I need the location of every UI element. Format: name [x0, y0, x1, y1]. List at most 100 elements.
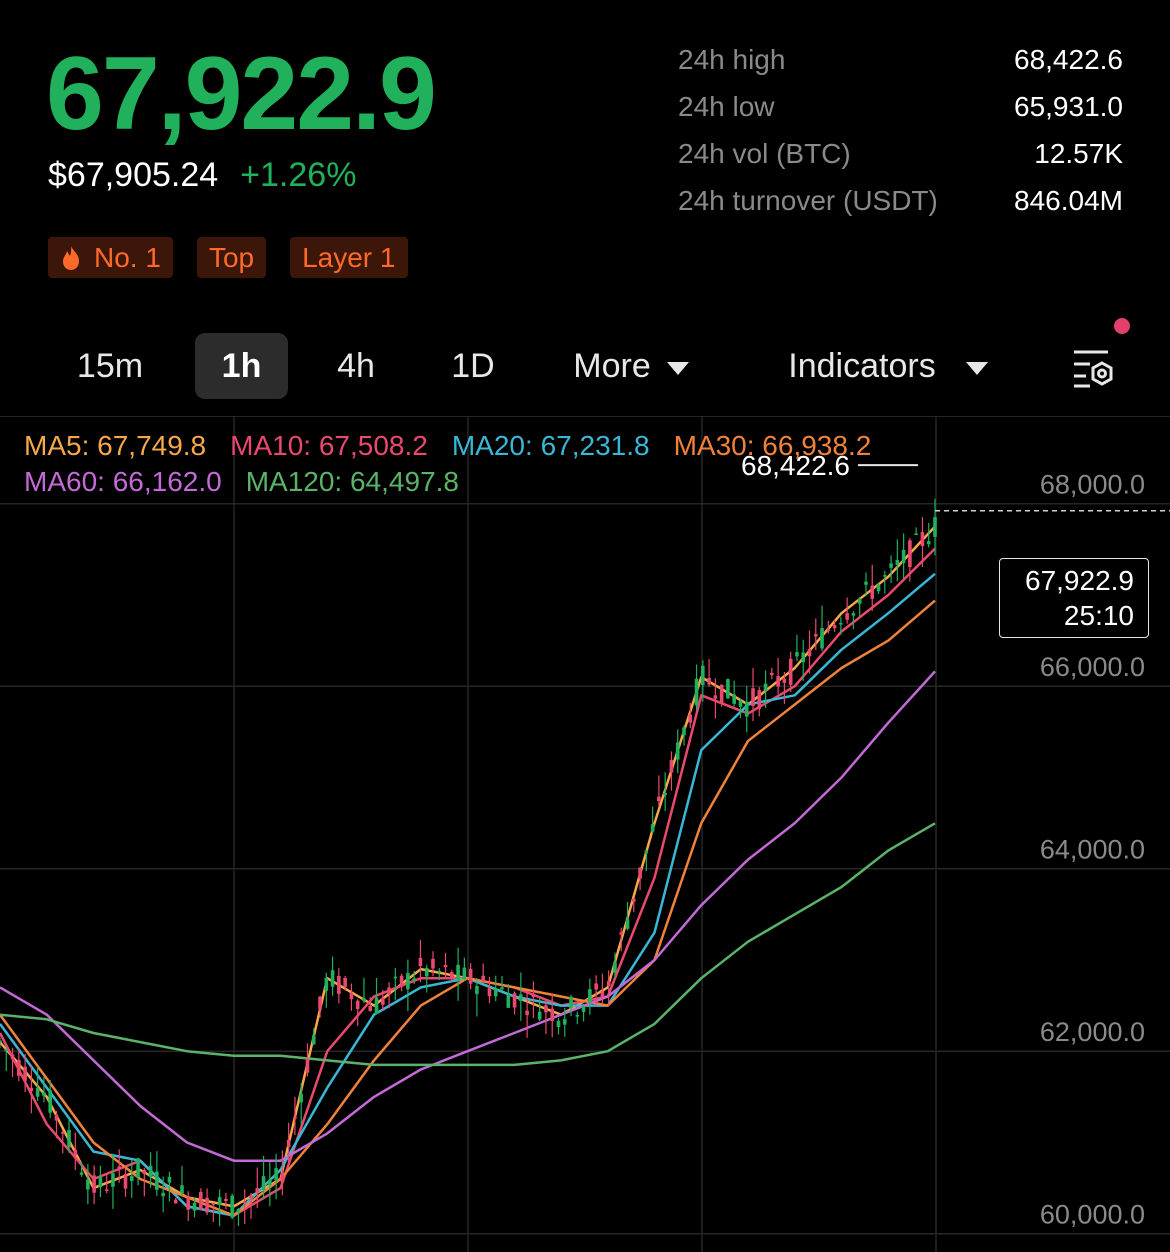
candle-body: [889, 563, 893, 568]
tab-4h[interactable]: 4h: [337, 347, 375, 385]
candle-body: [813, 634, 818, 637]
candle-body: [713, 695, 718, 699]
candle-body: [192, 1202, 197, 1211]
candle-body: [60, 1132, 65, 1134]
candle-body: [462, 967, 467, 979]
candle-body: [324, 977, 329, 991]
candle-body: [374, 997, 379, 1014]
tag-layer1[interactable]: Layer 1: [290, 237, 408, 278]
candle-body: [167, 1176, 172, 1183]
ma-label: MA20:: [451, 430, 533, 461]
candle-body: [368, 1006, 373, 1011]
candle-body: [456, 964, 460, 980]
candle-body: [475, 985, 479, 995]
tag-label: Layer 1: [302, 242, 396, 273]
tag-top[interactable]: Top: [196, 237, 267, 278]
chart-settings-icon[interactable]: [1068, 346, 1118, 392]
stat-24h-low: 24h low 65,931.0: [678, 83, 1123, 130]
candle-body: [224, 1198, 228, 1202]
candle-body: [682, 727, 686, 736]
candle-body: [512, 993, 517, 1008]
candle-body: [104, 1189, 109, 1191]
candle-body: [4, 1049, 9, 1052]
ma10-legend: MA10: 67,508.2: [230, 430, 428, 461]
candle-body: [305, 1058, 310, 1073]
candle-body: [343, 977, 347, 987]
candle-body: [111, 1173, 115, 1187]
interval-toolbar: 15m 1h 4h 1D More Indicators: [0, 333, 1170, 403]
stat-24h-turnover: 24h turnover (USDT) 846.04M: [678, 177, 1123, 224]
candle-body: [631, 898, 636, 902]
candle-body: [412, 978, 416, 981]
toolbar-divider: [0, 416, 1170, 417]
more-label: More: [573, 347, 651, 385]
candle-body: [788, 658, 793, 685]
current-price-tag[interactable]: 67,922.9 25:10: [999, 558, 1149, 638]
stat-label: 24h vol (BTC): [678, 137, 851, 169]
candle-body: [795, 652, 799, 657]
candle-body: [493, 988, 498, 997]
tab-15m[interactable]: 15m: [76, 347, 144, 385]
ma-legend-row-1: MA5: 67,749.8 MA10: 67,508.2 MA20: 67,231.…: [24, 430, 895, 462]
candle-body: [732, 694, 736, 704]
ma-value: 67,231.8: [540, 430, 650, 461]
candle-body: [42, 1092, 46, 1096]
candle-body: [882, 575, 887, 577]
candle-body: [79, 1172, 84, 1175]
tag-rank[interactable]: No. 1: [48, 237, 173, 278]
candle-body: [293, 1116, 297, 1119]
candle-body: [807, 649, 812, 657]
fire-icon: [63, 245, 79, 270]
tab-1h[interactable]: 1h: [195, 333, 288, 399]
stat-value: 68,422.6: [1014, 43, 1123, 75]
candle-body: [826, 629, 831, 631]
price-chart[interactable]: 68,000.0 66,000.0 64,000.0 62,000.0 60,000.0…: [0, 417, 1170, 1252]
stat-value: 65,931.0: [1014, 90, 1123, 122]
candle-body: [876, 584, 881, 592]
candle-body: [588, 989, 592, 1003]
ma-label: MA120:: [245, 466, 343, 497]
candle-body: [148, 1165, 153, 1178]
candle-body: [613, 962, 617, 973]
candle-body: [581, 1006, 586, 1013]
indicators-label: Indicators: [788, 347, 936, 385]
candle-body: [832, 625, 837, 629]
candle-body: [751, 688, 755, 706]
usd-price: $67,905.24: [48, 156, 219, 194]
candle-body: [236, 1208, 241, 1213]
candle-body: [117, 1166, 122, 1169]
stat-24h-high: 24h high 68,422.6: [678, 36, 1123, 83]
candle-body: [180, 1185, 184, 1194]
indicators-dropdown[interactable]: Indicators: [778, 333, 998, 399]
more-dropdown[interactable]: More: [566, 333, 696, 399]
candle-body: [10, 1054, 15, 1060]
candle-body: [738, 700, 743, 707]
candle-body: [211, 1202, 216, 1205]
candle-body: [770, 673, 774, 676]
candle-body: [500, 987, 504, 990]
candle-body: [556, 1020, 561, 1028]
candle-body: [638, 867, 642, 879]
chevron-down-icon: [666, 361, 689, 375]
candle-body: [594, 983, 598, 990]
high-marker-label: 68,422.6: [741, 450, 850, 481]
candle-body: [450, 972, 454, 979]
candle-body: [54, 1114, 59, 1121]
candle-body: [286, 1139, 291, 1147]
stat-label: 24h high: [678, 43, 786, 75]
tab-1d[interactable]: 1D: [451, 347, 495, 385]
candle-body: [744, 701, 749, 717]
candle-body: [186, 1197, 191, 1210]
ma-value: 67,508.2: [318, 430, 428, 461]
candle-body: [387, 987, 391, 995]
price-info-row: $67,905.24 +1.26%: [48, 158, 356, 192]
candle-body: [399, 975, 404, 987]
candle-body: [362, 998, 366, 1001]
candle-body: [782, 679, 787, 683]
candle-body: [569, 996, 573, 1009]
candle-body: [644, 850, 649, 854]
ma-label: MA10:: [230, 430, 312, 461]
candle-body: [820, 628, 824, 649]
candle-body: [625, 919, 630, 929]
candle-body: [688, 714, 693, 723]
